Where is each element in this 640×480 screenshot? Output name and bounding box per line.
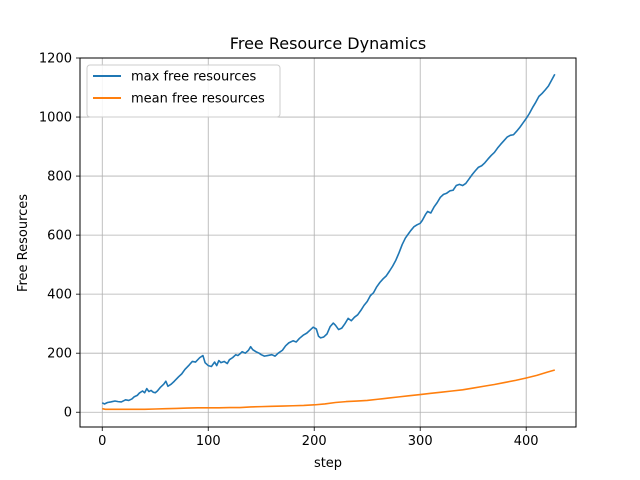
legend-box <box>86 64 281 118</box>
series-line-2 <box>102 369 556 411</box>
y-tick-label-400: 400 <box>47 288 72 303</box>
chart-title: Free Resource Dynamics <box>230 34 426 53</box>
y-tick-label-800: 800 <box>47 170 72 185</box>
y-tick-label-1200: 1200 <box>39 52 72 67</box>
y-tick-label-1000: 1000 <box>39 111 72 126</box>
legend-label-2: mean free resources <box>131 92 265 107</box>
axis-ticks: 0 100 200 300 400 0 200 400 600 800 1000 1200 <box>39 52 539 450</box>
x-tick-label-300: 300 <box>408 434 433 449</box>
x-tick-label-100: 100 <box>196 434 221 449</box>
plot-area-frame <box>79 57 577 428</box>
series-line-1 <box>101 73 556 405</box>
y-tick-label-200: 200 <box>47 347 72 362</box>
y-axis-label: Free Resources <box>16 194 31 292</box>
legend: max free resources mean free resources <box>86 64 281 118</box>
y-tick-label-600: 600 <box>47 229 72 244</box>
y-tick-label-0: 0 <box>64 406 72 421</box>
series-layer <box>101 73 556 411</box>
legend-label-1: max free resources <box>131 70 256 85</box>
x-axis-label: step <box>314 456 342 471</box>
x-tick-label-0: 0 <box>98 434 106 449</box>
x-tick-label-200: 200 <box>302 434 327 449</box>
x-tick-label-400: 400 <box>514 434 539 449</box>
